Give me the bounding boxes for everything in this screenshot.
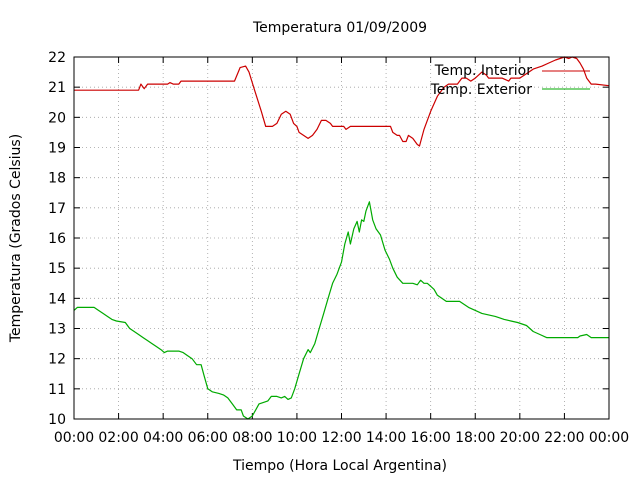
legend-label-exterior: Temp. Exterior — [430, 82, 533, 98]
y-tick-label: 10 — [48, 412, 66, 428]
y-tick-label: 17 — [48, 201, 66, 217]
y-tick-label: 13 — [48, 322, 66, 338]
x-axis-label: Tiempo (Hora Local Argentina) — [232, 458, 447, 474]
x-tick-label: 02:00 — [98, 430, 138, 446]
y-tick-label: 20 — [48, 110, 66, 126]
chart-title: Temperatura 01/09/2009 — [252, 20, 427, 36]
x-tick-label: 14:00 — [366, 430, 406, 446]
x-tick-label: 08:00 — [232, 430, 272, 446]
y-tick-label: 14 — [48, 291, 66, 307]
y-tick-label: 22 — [48, 50, 66, 66]
x-tick-label: 22:00 — [544, 430, 584, 446]
grid-lines — [74, 57, 609, 419]
legend: Temp. Interior Temp. Exterior — [430, 63, 590, 98]
x-tick-label: 16:00 — [410, 430, 450, 446]
series-line-exterior — [73, 201, 609, 420]
legend-label-interior: Temp. Interior — [434, 63, 533, 79]
x-tick-label: 18:00 — [455, 430, 495, 446]
x-tick-label: 04:00 — [143, 430, 183, 446]
x-tick-label: 20:00 — [500, 430, 540, 446]
x-tick-label: 12:00 — [321, 430, 361, 446]
x-tick-label: 00:00 — [54, 430, 94, 446]
y-tick-label: 15 — [48, 261, 66, 277]
y-axis-label: Temperatura (Grados Celsius) — [8, 134, 24, 343]
axis-ticks — [73, 56, 610, 420]
y-tick-label: 19 — [48, 141, 66, 157]
series-lines — [73, 56, 610, 420]
y-tick-label: 21 — [48, 80, 66, 96]
plot-border — [73, 56, 610, 420]
series-line-interior — [74, 56, 610, 147]
y-tick-label: 18 — [48, 171, 66, 187]
x-tick-label: 00:00 — [589, 430, 629, 446]
y-tick-label: 12 — [48, 352, 66, 368]
y-tick-label: 16 — [48, 231, 66, 247]
y-tick-labels: 10 11 12 13 14 15 16 17 18 19 20 21 22 — [48, 50, 66, 428]
x-tick-label: 06:00 — [188, 430, 228, 446]
x-tick-labels: 00:00 02:00 04:00 06:00 08:00 10:00 12:00 14:00… — [54, 430, 629, 446]
x-tick-label: 10:00 — [277, 430, 317, 446]
y-tick-label: 11 — [48, 382, 66, 398]
